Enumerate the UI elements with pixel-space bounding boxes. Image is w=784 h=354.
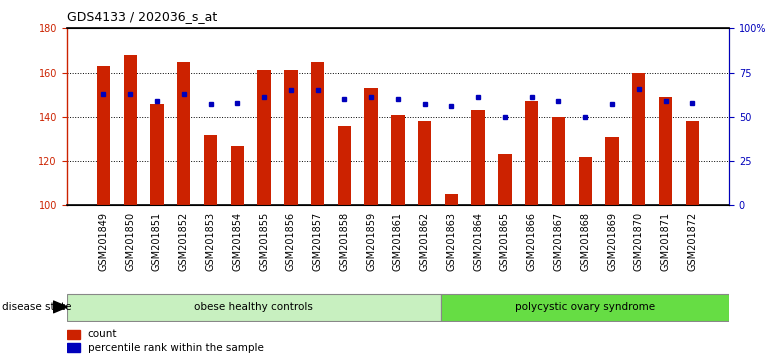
Bar (659, 97, 672, 205)
Bar (67, 343, 80, 352)
Text: percentile rank within the sample: percentile rank within the sample (88, 343, 263, 353)
Bar (525, 101, 539, 205)
Bar (67, 293, 441, 321)
Bar (284, 70, 297, 205)
Bar (552, 117, 565, 205)
Bar (204, 135, 217, 205)
Bar (391, 115, 405, 205)
Text: polycystic ovary syndrome: polycystic ovary syndrome (515, 302, 655, 312)
Text: GDS4133 / 202036_s_at: GDS4133 / 202036_s_at (67, 10, 217, 23)
Bar (579, 156, 592, 205)
Text: count: count (88, 330, 118, 339)
Bar (67, 330, 80, 339)
Bar (605, 137, 619, 205)
Bar (499, 154, 512, 205)
Bar (471, 110, 485, 205)
Text: obese healthy controls: obese healthy controls (194, 302, 314, 312)
Bar (96, 66, 110, 205)
Bar (418, 121, 431, 205)
Bar (177, 62, 191, 205)
Text: disease state: disease state (2, 302, 71, 312)
Polygon shape (53, 301, 67, 313)
Bar (257, 70, 270, 205)
Bar (151, 104, 164, 205)
Bar (441, 293, 729, 321)
Bar (338, 126, 351, 205)
Bar (311, 62, 325, 205)
Bar (445, 194, 458, 205)
Bar (632, 73, 645, 205)
Bar (365, 88, 378, 205)
Bar (230, 145, 244, 205)
Bar (124, 55, 137, 205)
Bar (686, 121, 699, 205)
